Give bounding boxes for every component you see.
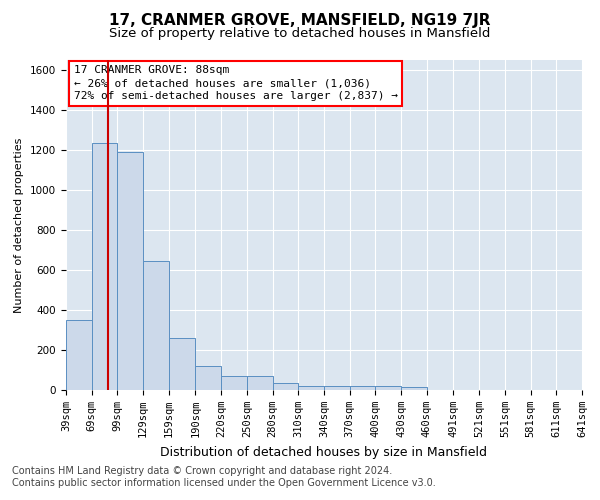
Bar xyxy=(247,376,272,390)
Bar xyxy=(118,152,143,390)
Bar xyxy=(272,383,298,390)
Bar xyxy=(401,387,427,390)
Text: Size of property relative to detached houses in Mansfield: Size of property relative to detached ho… xyxy=(109,28,491,40)
Bar xyxy=(298,386,324,390)
X-axis label: Distribution of detached houses by size in Mansfield: Distribution of detached houses by size … xyxy=(161,446,487,458)
Bar xyxy=(169,338,196,390)
Text: 17 CRANMER GROVE: 88sqm
← 26% of detached houses are smaller (1,036)
72% of semi: 17 CRANMER GROVE: 88sqm ← 26% of detache… xyxy=(74,65,398,102)
Bar xyxy=(350,386,376,390)
Bar xyxy=(221,376,247,390)
Bar xyxy=(324,386,350,390)
Bar xyxy=(376,386,401,390)
Text: 17, CRANMER GROVE, MANSFIELD, NG19 7JR: 17, CRANMER GROVE, MANSFIELD, NG19 7JR xyxy=(109,12,491,28)
Bar xyxy=(92,143,118,390)
Text: Contains HM Land Registry data © Crown copyright and database right 2024.
Contai: Contains HM Land Registry data © Crown c… xyxy=(12,466,436,487)
Y-axis label: Number of detached properties: Number of detached properties xyxy=(14,138,25,312)
Bar xyxy=(143,261,169,390)
Bar xyxy=(196,366,221,390)
Bar xyxy=(66,320,92,390)
